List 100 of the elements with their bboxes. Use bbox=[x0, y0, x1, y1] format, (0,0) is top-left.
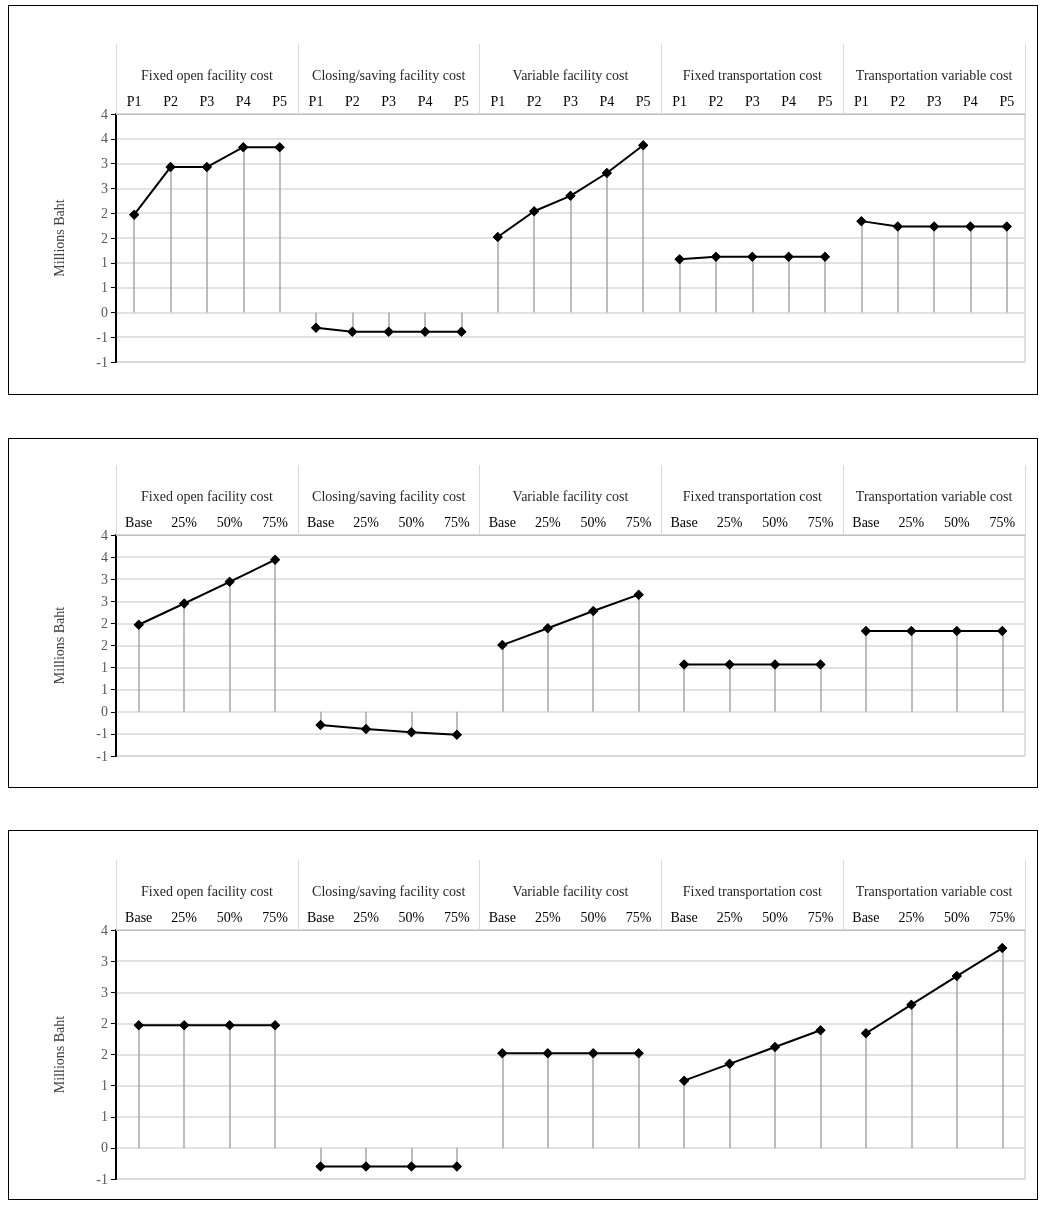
y-tick-label: 2 bbox=[101, 1015, 108, 1031]
x-tick-label: 50% bbox=[216, 514, 243, 530]
x-tick-label: Base bbox=[670, 514, 698, 530]
y-tick-label: 4 bbox=[101, 922, 108, 938]
x-tick-label: 50% bbox=[580, 909, 607, 925]
x-tick-label: 50% bbox=[580, 514, 607, 530]
y-tick-label: 2 bbox=[101, 1047, 108, 1062]
y-tick-label: 3 bbox=[101, 953, 108, 969]
x-tick-label: Base bbox=[488, 909, 516, 925]
x-tick-label: P4 bbox=[963, 93, 978, 109]
x-tick-label: Base bbox=[306, 514, 335, 530]
x-tick-label: 25% bbox=[716, 514, 743, 530]
x-tick-label: 75% bbox=[262, 909, 289, 925]
y-tick-label: 1 bbox=[101, 682, 108, 698]
x-tick-label: 50% bbox=[943, 514, 970, 530]
text: Variable facility cost bbox=[512, 884, 629, 899]
y-tick-label: 4 bbox=[101, 527, 108, 543]
y-tick-label: 3 bbox=[101, 180, 108, 196]
x-tick-label: 50% bbox=[398, 909, 425, 925]
x-tick-label: P1 bbox=[308, 93, 324, 109]
x-tick-label: 50% bbox=[943, 909, 970, 925]
y-tick-label: 3 bbox=[101, 571, 108, 587]
y-tick-label: 2 bbox=[101, 638, 108, 653]
y-tick-label: 0 bbox=[101, 704, 108, 720]
x-tick-label: P5 bbox=[817, 93, 833, 109]
text: Variable facility cost bbox=[512, 489, 629, 504]
x-tick-label: 50% bbox=[216, 909, 243, 925]
x-tick-label: 75% bbox=[807, 909, 834, 925]
text: Fixed open facility cost bbox=[140, 489, 273, 504]
x-tick-label: 75% bbox=[625, 909, 652, 925]
y-tick-label: 1 bbox=[101, 1078, 108, 1094]
x-tick-label: P5 bbox=[999, 93, 1015, 109]
text: Closing/saving facility cost bbox=[312, 884, 466, 899]
x-tick-label: Base bbox=[488, 514, 516, 530]
y-tick-label: 4 bbox=[101, 131, 108, 147]
x-tick-label: 50% bbox=[762, 514, 789, 530]
text: Transportation variable cost bbox=[855, 884, 1013, 899]
x-tick-label: P3 bbox=[199, 93, 215, 109]
x-tick-label: 25% bbox=[171, 514, 198, 530]
y-tick-label: 2 bbox=[101, 230, 108, 246]
x-tick-label: P1 bbox=[126, 93, 142, 109]
x-tick-label: P1 bbox=[853, 93, 869, 109]
y-axis-title: Millions Baht bbox=[51, 1015, 67, 1094]
text: Fixed open facility cost bbox=[140, 884, 273, 899]
x-tick-label: 50% bbox=[762, 909, 789, 925]
x-tick-label: P5 bbox=[635, 93, 651, 109]
text: Closing/saving facility cost bbox=[312, 68, 466, 83]
x-tick-label: Base bbox=[306, 909, 335, 925]
x-tick-label: P2 bbox=[344, 93, 360, 109]
x-tick-label: 75% bbox=[444, 909, 471, 925]
x-tick-label: P2 bbox=[890, 93, 906, 109]
x-tick-label: 25% bbox=[898, 514, 925, 530]
y-tick-label: 3 bbox=[101, 156, 108, 172]
x-tick-label: 25% bbox=[534, 514, 561, 530]
x-tick-label: 25% bbox=[353, 909, 380, 925]
y-tick-label: -1 bbox=[96, 329, 108, 345]
x-tick-label: 75% bbox=[989, 514, 1016, 530]
y-tick-label: 2 bbox=[101, 615, 108, 631]
y-tick-label: 1 bbox=[101, 255, 108, 271]
y-tick-label: 3 bbox=[101, 593, 108, 609]
text: Fixed transportation cost bbox=[682, 68, 823, 83]
text: Transportation variable cost bbox=[855, 68, 1013, 83]
x-tick-label: 75% bbox=[807, 514, 834, 530]
y-axis-title: Millions Baht bbox=[51, 606, 67, 685]
x-tick-label: P4 bbox=[599, 93, 615, 109]
x-tick-label: P3 bbox=[563, 93, 578, 109]
x-tick-label: 75% bbox=[262, 514, 289, 530]
x-tick-label: P2 bbox=[526, 93, 542, 109]
y-tick-label: 4 bbox=[101, 106, 108, 122]
x-tick-label: P1 bbox=[490, 93, 506, 109]
text: Transportation variable cost bbox=[855, 489, 1013, 504]
x-tick-label: 25% bbox=[353, 514, 380, 530]
x-tick-label: P4 bbox=[781, 93, 797, 109]
y-tick-label: -1 bbox=[96, 748, 108, 764]
text: Variable facility cost bbox=[512, 68, 629, 83]
y-tick-label: -1 bbox=[96, 1171, 108, 1187]
text: Fixed transportation cost bbox=[682, 884, 823, 899]
x-tick-label: 25% bbox=[898, 909, 925, 925]
y-tick-label: 4 bbox=[101, 549, 108, 565]
y-tick-label: 1 bbox=[101, 280, 108, 296]
y-tick-label: 0 bbox=[101, 304, 108, 320]
x-tick-label: P3 bbox=[926, 93, 942, 109]
x-tick-label: Base bbox=[125, 909, 153, 925]
x-tick-label: P1 bbox=[672, 93, 687, 109]
text: Fixed open facility cost bbox=[140, 68, 273, 83]
y-tick-label: -1 bbox=[96, 354, 108, 370]
x-tick-label: 25% bbox=[716, 909, 743, 925]
y-tick-label: 0 bbox=[101, 1140, 108, 1156]
x-tick-label: 50% bbox=[398, 514, 425, 530]
x-tick-label: 25% bbox=[171, 909, 198, 925]
y-tick-label: 1 bbox=[101, 1109, 108, 1125]
x-tick-label: P4 bbox=[417, 93, 433, 109]
x-tick-label: P4 bbox=[235, 93, 251, 109]
x-tick-label: Base bbox=[670, 909, 698, 925]
text: Closing/saving facility cost bbox=[312, 489, 466, 504]
x-tick-label: 75% bbox=[989, 909, 1016, 925]
x-tick-label: Base bbox=[852, 514, 880, 530]
x-tick-label: P5 bbox=[272, 93, 288, 109]
y-tick-label: 2 bbox=[101, 205, 108, 221]
x-tick-label: 75% bbox=[625, 514, 652, 530]
